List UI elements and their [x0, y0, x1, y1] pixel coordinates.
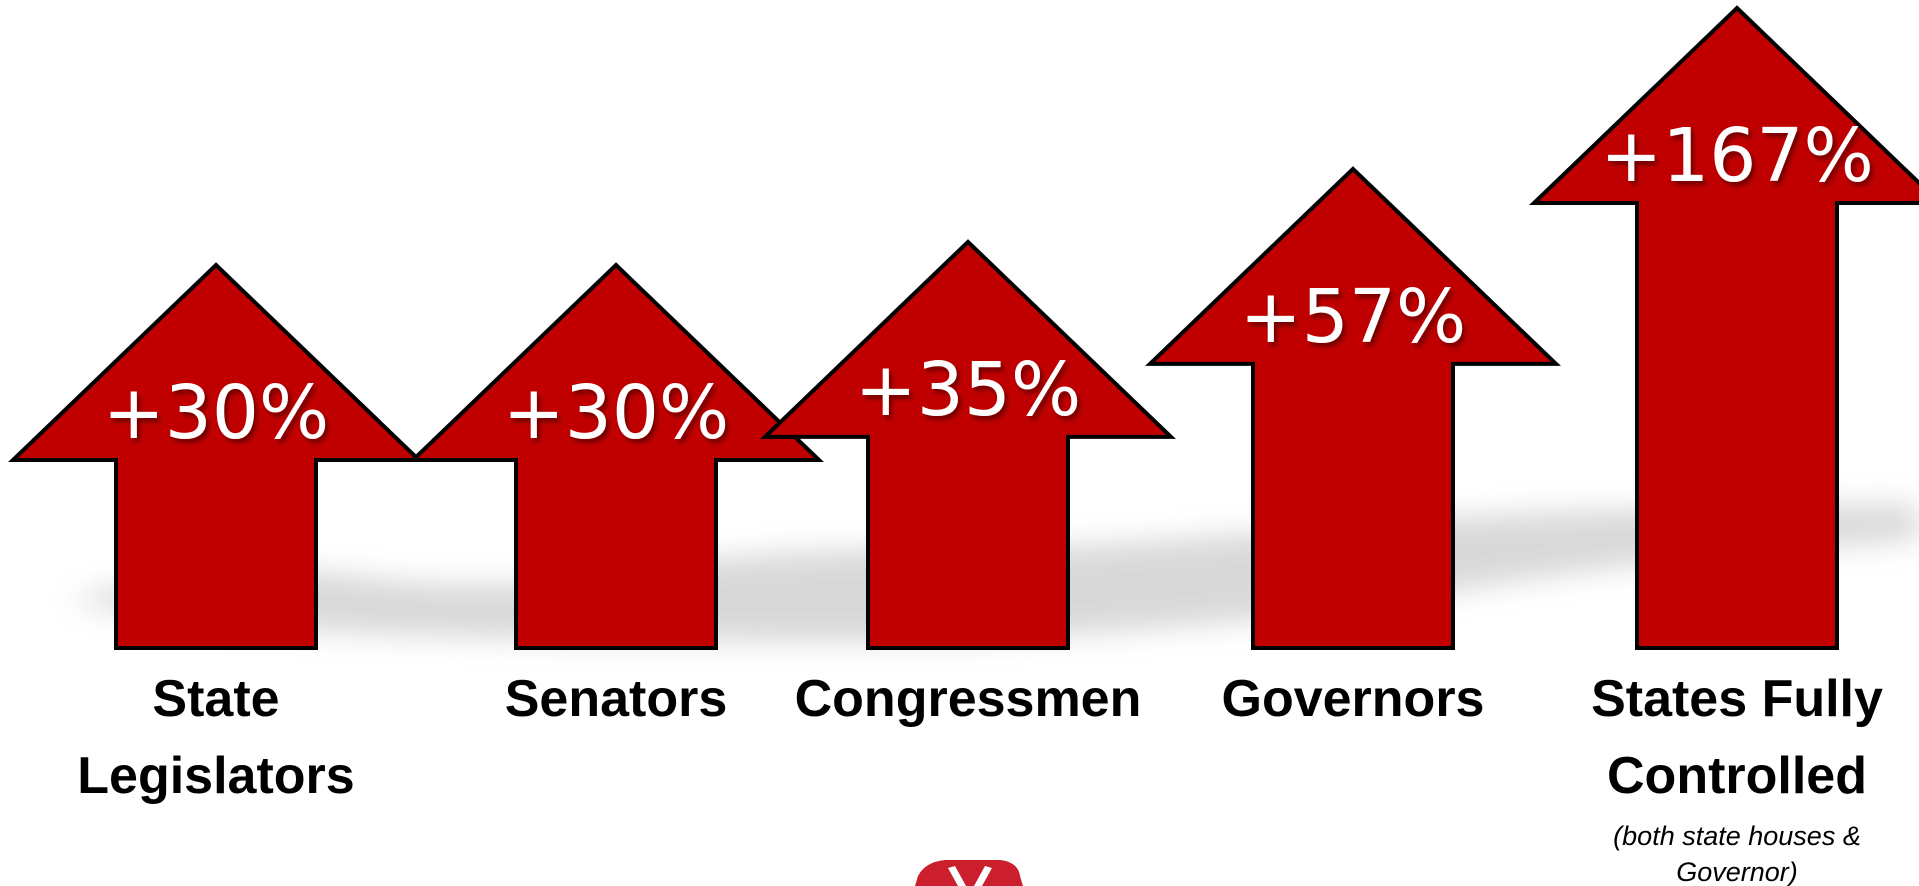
- partial-elephant-logo: [915, 860, 1023, 886]
- labels-layer: State Legislators Senators Congressmen Gover…: [77, 670, 1883, 886]
- category-note-5-line-1: (both state houses &: [1613, 821, 1861, 851]
- category-label-3-line-1: Congressmen: [795, 670, 1142, 728]
- category-label-4-line-1: Governors: [1222, 670, 1485, 728]
- category-label-2-line-1: Senators: [505, 670, 728, 728]
- category-note-5-line-2: Governor): [1676, 857, 1798, 886]
- value-label-1: +30%: [103, 370, 329, 456]
- arrow-bar-3: [760, 239, 1176, 650]
- category-label-5-line-2: Controlled: [1607, 747, 1867, 805]
- category-label-5-line-1: States Fully: [1591, 670, 1883, 728]
- value-label-3: +35%: [855, 347, 1081, 433]
- value-label-5: +167%: [1600, 113, 1874, 199]
- logo-stripe: [948, 866, 966, 886]
- arrow-bar-2: [408, 262, 824, 650]
- value-label-4: +57%: [1240, 274, 1466, 360]
- arrow-bar-1: [8, 262, 424, 650]
- arrow-bar-5: [1529, 5, 1919, 650]
- arrows-layer: +30% +30% +35% +57% +167%: [8, 5, 1919, 650]
- category-label-1-line-1: State: [152, 670, 279, 728]
- arrow-bar-4: [1145, 166, 1561, 650]
- logo-body: [915, 860, 1023, 886]
- category-label-1-line-2: Legislators: [77, 747, 354, 805]
- value-label-2: +30%: [503, 370, 729, 456]
- logo-stripe: [974, 866, 992, 886]
